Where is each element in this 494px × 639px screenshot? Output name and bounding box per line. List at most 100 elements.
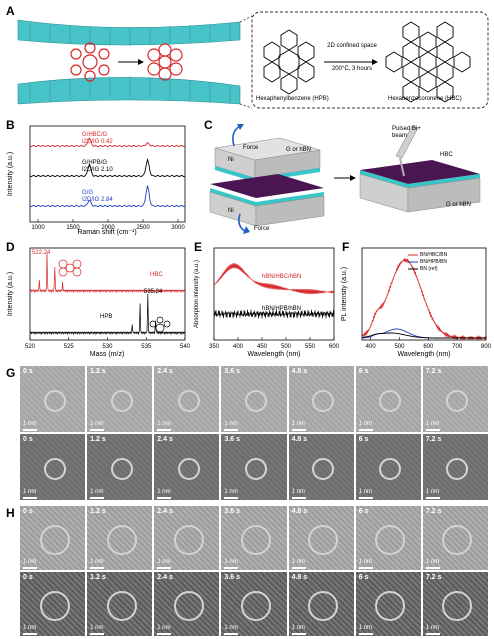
hbc-structure bbox=[385, 21, 471, 103]
scale-bar bbox=[425, 633, 440, 635]
panel-d-xtick: 540 bbox=[180, 344, 190, 350]
scale-bar-label: 1 nm bbox=[425, 559, 440, 565]
scale-bar-label: 1 nm bbox=[224, 421, 238, 427]
panel-e-xtick: 500 bbox=[281, 344, 292, 350]
scale-bar-label: 1 nm bbox=[358, 625, 373, 631]
frame-time-label: 4.8 s bbox=[291, 368, 308, 375]
molecule-ring bbox=[379, 390, 402, 412]
tem-frame: 1.2 s 1 nm bbox=[87, 434, 153, 500]
tem-frame: 2.4 s 1 nm bbox=[154, 366, 220, 432]
molecule-ring bbox=[446, 390, 469, 412]
legend-bn-hpb-bn: BN/HPB/BN bbox=[420, 259, 447, 265]
molecule-ring bbox=[240, 591, 271, 621]
frame-time-label: 3.6 s bbox=[224, 436, 240, 443]
tem-frame: 0 s 1 nm bbox=[20, 572, 86, 636]
panel-h-tem-series: 0 s 1 nm 1.2 s 1 nm 2.4 s 1 nm 3.6 s 1 nm 4.8 s 1… bbox=[20, 506, 488, 636]
tem-frame: 0 s 1 nm bbox=[20, 434, 86, 500]
scale-bar bbox=[157, 633, 172, 635]
molecule-ring bbox=[308, 591, 339, 621]
molecule-ring bbox=[240, 525, 271, 555]
hbc-molecule-red bbox=[147, 43, 183, 81]
panel-e-xtick: 400 bbox=[233, 344, 244, 350]
tem-frame: 4.8 s 1 nm bbox=[288, 434, 354, 500]
scale-bar-label: 1 nm bbox=[90, 625, 104, 631]
scale-bar-label: 1 nm bbox=[157, 489, 171, 495]
frame-time-label: 2.4 s bbox=[157, 368, 173, 375]
panel-b-xtick: 1500 bbox=[66, 225, 80, 231]
panel-e-ylabel: Absorption intensity (a.u.) bbox=[194, 260, 200, 328]
panel-b-chart: 1000 1500 2000 2500 3000 Intensity (a.u.) Ra… bbox=[7, 125, 186, 236]
frame-time-label: 6 s bbox=[358, 508, 369, 515]
frame-time-label: 6 s bbox=[358, 436, 369, 443]
scale-bar bbox=[90, 567, 105, 569]
tem-frame: 6 s 1 nm bbox=[355, 572, 421, 636]
scale-bar bbox=[425, 567, 440, 569]
panel-label-b: B bbox=[6, 118, 15, 132]
molecule-ring bbox=[110, 390, 133, 412]
panel-a-figure bbox=[17, 11, 489, 109]
scale-bar bbox=[224, 633, 239, 635]
ms-trace-0 bbox=[29, 252, 186, 294]
frame-time-label: 0 s bbox=[23, 574, 33, 581]
panel-e-xlabel: Wavelength (nm) bbox=[247, 351, 300, 358]
scale-bar bbox=[291, 429, 306, 431]
molecule-ring bbox=[177, 390, 200, 412]
nanotube-bottom-wall bbox=[17, 77, 241, 105]
frame-time-label: 0 s bbox=[23, 508, 33, 515]
g-hbn-left-label: G or hBN bbox=[286, 147, 312, 153]
panel-b-ylabel: Intensity (a.u.) bbox=[7, 152, 14, 196]
trace-hpb-label: HPB bbox=[100, 314, 113, 320]
panel-label-f: F bbox=[342, 240, 350, 254]
panel-label-g: G bbox=[6, 366, 16, 380]
panel-b-xtick: 2000 bbox=[101, 225, 115, 231]
frame-time-label: 1.2 s bbox=[90, 508, 106, 515]
scale-bar-label: 1 nm bbox=[358, 421, 373, 427]
frame-time-label: 0 s bbox=[23, 368, 33, 375]
scale-bar-label: 1 nm bbox=[157, 625, 171, 631]
panel-d-ylabel: Intensity (a.u.) bbox=[7, 272, 14, 316]
scale-bar-label: 1 nm bbox=[358, 559, 373, 565]
scale-bar bbox=[157, 497, 172, 499]
panel-e-xtick: 450 bbox=[257, 344, 268, 350]
hbc-film-label: HBC bbox=[440, 152, 453, 158]
frame-time-label: 2.4 s bbox=[157, 436, 173, 443]
frame-time-label: 4.8 s bbox=[291, 508, 308, 515]
trace-label-g-g: G/G I2D/IG 2.84 bbox=[82, 190, 113, 203]
scale-bar-label: 1 nm bbox=[425, 421, 440, 427]
scale-bar bbox=[23, 429, 37, 431]
panel-d-chart: 520 525 530 535 540 Intensity (a.u.) Mass (m… bbox=[7, 247, 190, 358]
frame-time-label: 1.2 s bbox=[90, 574, 106, 581]
panel-a-inset-box bbox=[251, 11, 489, 109]
scale-bar-label: 1 nm bbox=[358, 489, 373, 495]
molecule-ring bbox=[375, 591, 406, 621]
frame-time-label: 0 s bbox=[23, 436, 33, 443]
scale-bar bbox=[291, 633, 306, 635]
scale-bar bbox=[358, 497, 373, 499]
molecule-ring bbox=[379, 458, 402, 480]
frame-time-label: 7.2 s bbox=[425, 436, 442, 443]
scale-bar bbox=[358, 567, 373, 569]
panel-c-schematic bbox=[209, 124, 481, 234]
frame-time-label: 7.2 s bbox=[425, 574, 442, 581]
force-top-label: Force bbox=[243, 145, 259, 151]
frame-time-label: 6 s bbox=[358, 368, 369, 375]
molecule-ring bbox=[308, 525, 339, 555]
frame-time-label: 7.2 s bbox=[425, 508, 442, 515]
tem-frame: 6 s 1 nm bbox=[355, 506, 421, 570]
panel-b-xlabel: Raman shift (cm⁻¹) bbox=[77, 229, 136, 236]
scale-bar-label: 1 nm bbox=[291, 489, 305, 495]
tem-frame: 7.2 s 1 nm bbox=[422, 572, 488, 636]
frame-time-label: 7.2 s bbox=[425, 368, 442, 375]
scale-bar-label: 1 nm bbox=[291, 559, 305, 565]
panel-e-xtick: 550 bbox=[305, 344, 316, 350]
scale-bar-label: 1 nm bbox=[157, 421, 171, 427]
molecule-ring bbox=[43, 390, 66, 412]
scale-bar bbox=[90, 429, 105, 431]
scale-bar-label: 1 nm bbox=[90, 421, 104, 427]
scale-bar-label: 1 nm bbox=[291, 625, 305, 631]
molecule-ring bbox=[244, 458, 267, 480]
panel-b-xtick: 3000 bbox=[171, 225, 185, 231]
panel-f-xtick: 700 bbox=[452, 344, 463, 350]
legend-bn-hbc-bn: BN/HBC/BN bbox=[420, 252, 448, 258]
tem-frame: 7.2 s 1 nm bbox=[422, 434, 488, 500]
